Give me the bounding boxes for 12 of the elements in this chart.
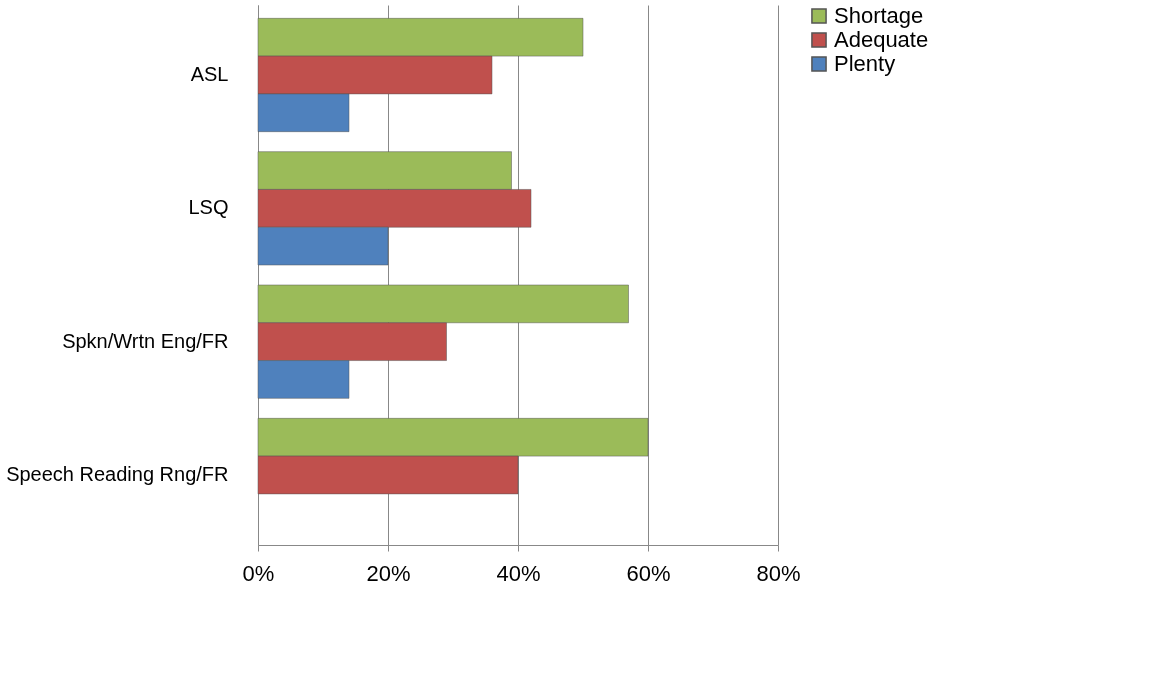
x-tick-label: 60% — [626, 560, 671, 586]
y-tick-label: LSQ — [188, 196, 229, 219]
x-tick-label: 0% — [242, 560, 275, 586]
legend-label: Adequate — [834, 27, 929, 52]
y-tick-label: ASL — [190, 63, 229, 85]
x-tick-label: 20% — [366, 560, 411, 586]
y-tick-label: Spkn/Wrtn Eng/FR — [62, 329, 229, 352]
y-tick-label: Speech Reading Rng/FR — [6, 463, 229, 485]
x-tick-label: 80% — [756, 560, 801, 586]
legend-label: Plenty — [834, 51, 896, 76]
x-tick-label: 40% — [496, 560, 541, 586]
legend-label: Shortage — [834, 3, 924, 28]
